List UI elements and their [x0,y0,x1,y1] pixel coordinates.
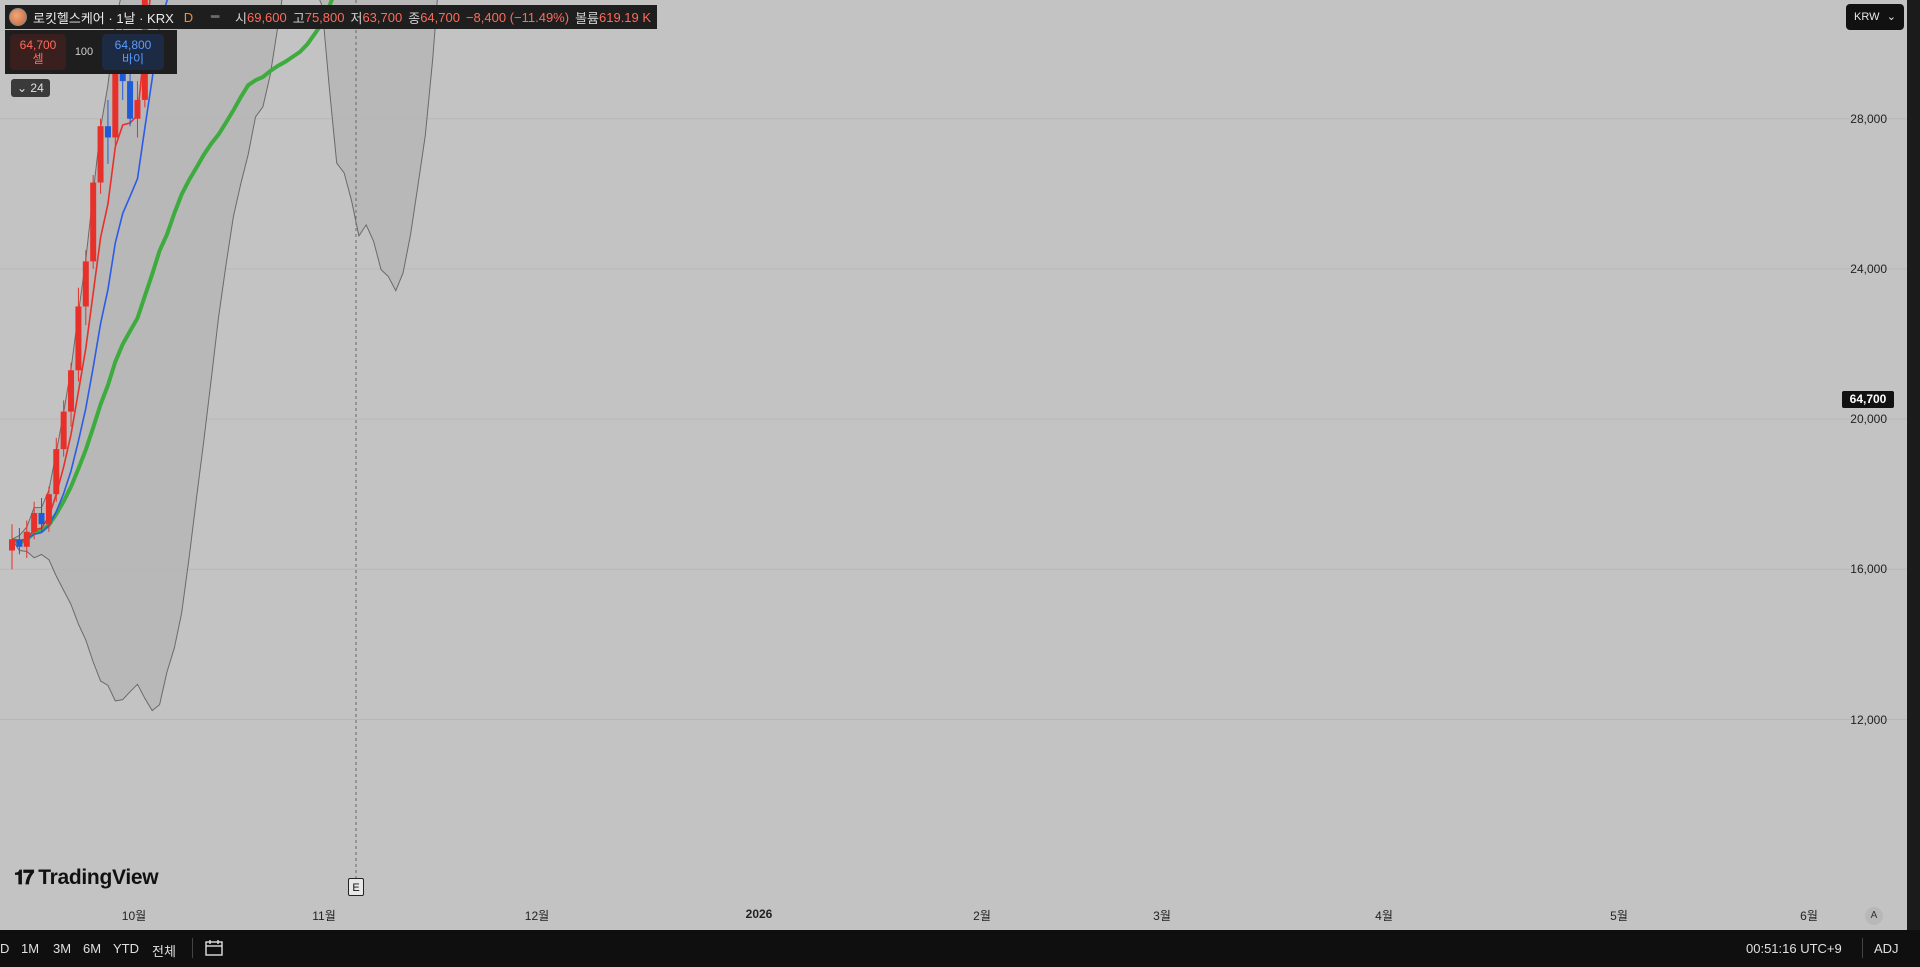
range-button-1m[interactable]: 1M [21,941,40,956]
sell-button[interactable]: 64,700 셀 [10,34,66,70]
candle-body [82,261,89,307]
price-scale-scrollbar[interactable] [1907,0,1920,930]
calendar-goto-icon[interactable] [204,939,224,957]
candle-body [127,81,134,119]
buy-button[interactable]: 64,800 바이 [102,34,164,70]
low-label: 저 [350,10,363,26]
symbol-legend[interactable]: 로킷헬스케어 · 1날 · KRX D ━ 시 69,600 고 75,800 … [5,5,658,29]
price-axis-tick-label: 12,000 [1850,712,1887,727]
close-value: 64,700 [420,9,460,25]
bollinger-lower-line [11,0,438,712]
high-value: 75,800 [304,9,345,25]
order-quantity[interactable]: 100 [74,46,94,58]
chevron-down-icon: ⌄ [17,81,28,95]
current-price-tag: 64,700 [1842,391,1894,408]
time-axis-tick-label: 11월 [312,909,336,923]
time-axis-tick-label: 5월 [1610,909,1628,923]
price-chart[interactable] [0,0,1907,930]
chevron-down-icon: ⌄ [1886,11,1896,23]
indicators-count: 24 [30,81,44,95]
time-axis-tick-label: 12월 [524,909,550,923]
open-value: 69,600 [246,9,287,25]
interval-label: D [183,9,194,25]
high-label: 고 [292,10,305,26]
price-axis-tick-label: 16,000 [1850,562,1887,577]
range-button-ytd[interactable]: YTD [113,941,139,956]
candle-body [60,411,67,450]
currency-select[interactable]: KRW ⌄ [1846,4,1904,30]
indicators-toggle-button[interactable]: ⌄ 24 [11,79,50,97]
candle-body [38,512,45,525]
chart-area[interactable] [0,0,1907,930]
sell-label: 셀 [32,52,44,66]
candle-body [68,370,75,412]
candle-body [75,306,82,371]
divider [1862,938,1863,958]
candle-body [97,126,104,183]
candle-body [90,182,97,262]
buy-label: 바이 [121,52,145,66]
bottom-toolbar: D 1M 3M 6M YTD 전체 00:51:16 UTC+9 ADJ [0,930,1920,967]
time-axis-tick-label: 2026 [745,907,773,921]
candle-body [23,531,30,547]
candle-body [31,512,38,532]
company-logo-icon [9,8,27,26]
tradingview-icon: 𝟏𝟕 [14,866,34,889]
brand-name: TradingView [38,866,159,889]
candle-body [112,32,119,138]
divider [192,938,193,958]
change-value: −8,400 (−11.49%) [465,9,570,25]
low-value: 63,700 [362,9,403,25]
range-button-3m[interactable]: 3M [53,941,72,956]
volume-label: 볼륨 [575,10,599,26]
candle-body [45,494,52,525]
price-axis-tick-label: 28,000 [1850,111,1887,126]
currency-label: KRW [1854,11,1880,23]
time-axis-tick-label: 6월 [1800,909,1818,923]
price-axis-tick-label: 24,000 [1850,261,1887,276]
candle-body [9,539,15,551]
range-button-d[interactable]: D [0,941,10,956]
long-moving-average-line [11,0,334,546]
trade-panel: 64,700 셀 100 64,800 바이 [5,30,177,74]
earnings-marker[interactable]: E [348,878,364,896]
clock-timezone[interactable]: 00:51:16 UTC+9 [1746,941,1842,956]
sell-price: 64,700 [19,38,57,52]
candle-body [104,126,111,138]
bollinger-band-fill [12,0,438,711]
time-axis-tick-label: 2월 [973,909,991,923]
tradingview-logo[interactable]: 𝟏𝟕 TradingView [14,866,159,890]
volume-value: 619.19 K [599,9,652,25]
market-status-icon: ━ [211,9,220,24]
candle-body [16,539,23,547]
open-label: 시 [235,10,247,26]
time-axis-tick-label: 10월 [121,909,147,923]
close-label: 종 [408,10,421,26]
buy-price: 64,800 [114,38,152,52]
time-axis-tick-label: 4월 [1375,909,1393,923]
adjust-button[interactable]: ADJ [1874,941,1899,956]
range-button-all[interactable]: 전체 [152,944,176,959]
range-button-6m[interactable]: 6M [83,941,102,956]
price-axis-tick-label: 20,000 [1850,412,1887,427]
candle-body [53,449,60,495]
time-axis-tick-label: 3월 [1153,909,1171,923]
candle-body [134,99,141,119]
auto-scale-button[interactable]: A [1865,907,1883,925]
symbol-title[interactable]: 로킷헬스케어 · 1날 · KRX [33,10,174,26]
